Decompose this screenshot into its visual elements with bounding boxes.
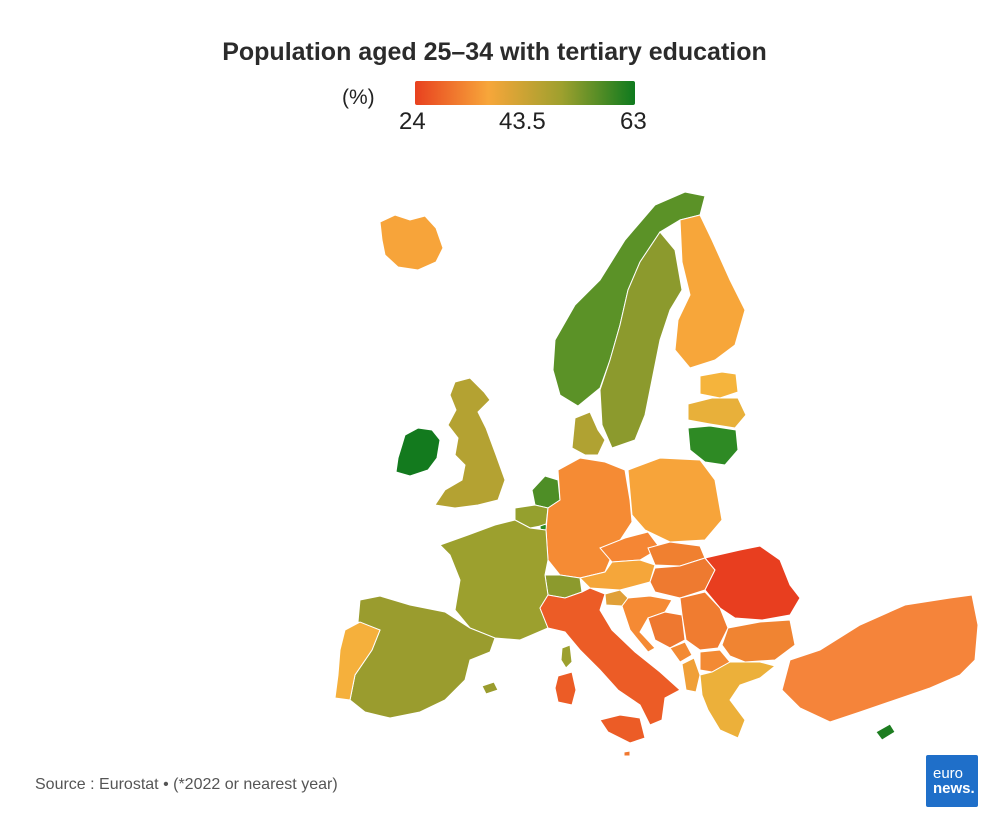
country-balearic-islands[interactable]: [481, 681, 499, 695]
legend-min-label: 24: [399, 108, 426, 135]
country-uk[interactable]: [434, 377, 506, 509]
country-poland[interactable]: [627, 457, 723, 543]
country-bulgaria[interactable]: [721, 619, 796, 663]
country-austria[interactable]: [579, 559, 656, 591]
country-lithuania[interactable]: [687, 425, 739, 466]
country-iceland[interactable]: [379, 214, 444, 271]
euronews-logo: euro news.: [926, 755, 978, 807]
country-finland[interactable]: [674, 214, 746, 369]
legend-mid-label: 43.5: [499, 108, 546, 135]
legend-unit: (%): [342, 86, 375, 109]
country-portugal[interactable]: [334, 621, 381, 701]
country-romania[interactable]: [704, 545, 801, 621]
country-ireland[interactable]: [395, 427, 441, 477]
country-albania[interactable]: [681, 657, 701, 693]
country-malta[interactable]: [623, 750, 631, 757]
country-italy[interactable]: [539, 587, 681, 726]
country-serbia[interactable]: [679, 591, 729, 651]
legend-gradient-bar: [415, 81, 635, 105]
country-sweden[interactable]: [599, 231, 683, 449]
logo-line2: news.: [933, 780, 975, 797]
country-sicily[interactable]: [599, 714, 646, 744]
country-turkey[interactable]: [781, 594, 979, 723]
country-greece[interactable]: [699, 661, 777, 739]
country-corsica[interactable]: [560, 644, 573, 669]
country-sardinia[interactable]: [554, 671, 577, 706]
logo-line1: euro: [933, 765, 964, 782]
source-note: Source : Eurostat • (*2022 or nearest ye…: [35, 776, 338, 793]
country-latvia[interactable]: [687, 397, 747, 429]
country-bosnia-herzegovina[interactable]: [647, 611, 686, 649]
page-title: Population aged 25–34 with tertiary educ…: [222, 38, 767, 66]
country-estonia[interactable]: [699, 371, 739, 399]
legend-max-label: 63: [620, 108, 647, 135]
country-cyprus[interactable]: [875, 723, 896, 741]
country-denmark[interactable]: [571, 411, 606, 456]
country-montenegro[interactable]: [669, 641, 693, 663]
